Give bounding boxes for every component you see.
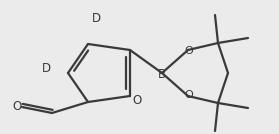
- Text: D: D: [42, 62, 50, 75]
- Text: O: O: [132, 94, 142, 107]
- Text: B: B: [158, 68, 166, 81]
- Text: O: O: [185, 90, 193, 100]
- Text: O: O: [185, 46, 193, 56]
- Text: O: O: [12, 100, 22, 113]
- Text: D: D: [92, 12, 100, 25]
